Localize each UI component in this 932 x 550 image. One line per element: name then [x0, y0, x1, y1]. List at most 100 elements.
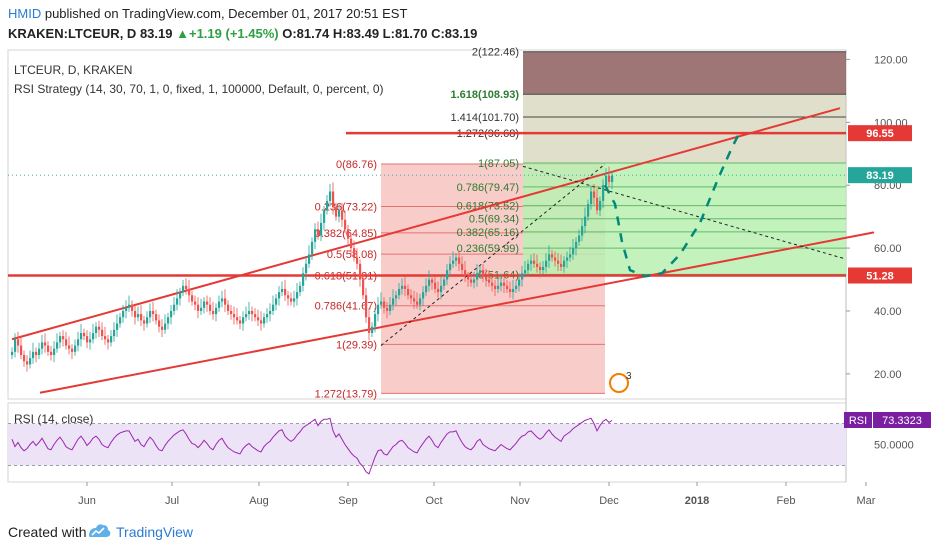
candle-body	[77, 339, 80, 346]
x-tick-label: Jun	[78, 495, 96, 507]
candle-body	[203, 301, 206, 308]
candle-body	[374, 314, 377, 327]
candle-body	[41, 342, 44, 349]
candle-body	[527, 263, 530, 271]
candle-body	[137, 314, 140, 318]
rsi-legend: RSI (14, close)	[14, 412, 93, 426]
candle-body	[128, 304, 131, 308]
channel-lower	[39, 231, 875, 394]
candle-body	[296, 292, 299, 299]
candle-body	[98, 326, 101, 330]
rsi-line	[11, 417, 613, 475]
fib-red-label: 0.382(64.85)	[315, 228, 377, 240]
published-text: published on TradingView.com, December 0…	[44, 6, 408, 21]
x-tick-label: Nov	[510, 495, 530, 507]
candle-body	[545, 260, 548, 267]
last-price: 83.19	[139, 26, 173, 41]
price-chart[interactable]: 0(86.76)0.236(73.22)0.382(64.85)0.5(58.0…	[0, 46, 932, 516]
tradingview-brand[interactable]: TradingView	[116, 524, 194, 540]
candle-body	[521, 273, 524, 280]
candle-body	[20, 345, 23, 355]
candle-body	[224, 298, 227, 305]
candle-body	[68, 345, 71, 349]
candle-body	[143, 320, 146, 324]
rsi-name-tag-bg	[844, 412, 872, 429]
candle-body	[242, 317, 245, 324]
candle-body	[131, 304, 134, 311]
created-with-text: Created with	[8, 524, 87, 540]
fib-green-label: 2(122.46)	[472, 47, 519, 59]
candle-body	[488, 279, 491, 283]
candle-body	[602, 185, 605, 201]
candle-body	[395, 295, 398, 299]
candle-body	[200, 307, 203, 311]
candle-body	[557, 260, 560, 264]
tradingview-logo-icon[interactable]	[86, 522, 112, 545]
candle-body	[503, 282, 506, 286]
candle-body	[530, 260, 533, 264]
candle-body	[158, 320, 161, 327]
candle-body	[422, 292, 425, 299]
candle-body	[497, 285, 500, 289]
candle-body	[119, 317, 122, 324]
candle-body	[125, 307, 128, 311]
event-icon	[609, 373, 629, 393]
candle-body	[74, 345, 77, 352]
x-tick-label: Feb	[777, 495, 796, 507]
candle-body	[59, 336, 62, 343]
candle-body	[71, 348, 74, 352]
y-tick-label: 20.00	[874, 369, 902, 381]
fib-red-label: 1(29.39)	[336, 339, 377, 351]
candle-body	[272, 304, 275, 311]
candle-body	[62, 336, 65, 340]
candle-body	[575, 241, 578, 249]
candle-body	[569, 254, 572, 258]
candle-body	[413, 298, 416, 302]
symbol: KRAKEN:LTCEUR, D	[8, 26, 137, 41]
candle-body	[584, 216, 587, 227]
candle-body	[44, 342, 47, 346]
author-link[interactable]: HMID	[8, 6, 42, 21]
candle-body	[476, 273, 479, 280]
y-tick-label: 40.00	[874, 306, 902, 318]
candle-body	[611, 175, 614, 183]
candle-body	[281, 288, 284, 293]
candle-body	[29, 358, 32, 365]
symbol-line: KRAKEN:LTCEUR, D 83.19 ▲+1.19 (+1.45%) O…	[8, 26, 477, 41]
candle-body	[35, 351, 38, 355]
last-price-tag-bg	[848, 167, 912, 184]
candle-body	[467, 276, 470, 280]
candle-body	[80, 332, 83, 340]
fib-zone-dark	[523, 51, 846, 95]
candle-body	[116, 323, 119, 330]
y-tick-label: 80.00	[874, 180, 902, 192]
candle-body	[122, 310, 125, 318]
candle-body	[170, 310, 173, 318]
candle-body	[290, 298, 293, 302]
x-tick-label: 2018	[685, 495, 709, 507]
ohlc-values: O:81.74 H:83.49 L:81.70 C:83.19	[282, 26, 478, 41]
candle-body	[581, 226, 584, 236]
candle-body	[338, 210, 341, 217]
candle-body	[548, 254, 551, 261]
candle-body	[149, 310, 152, 318]
candle-body	[221, 298, 224, 302]
support-price-tag-bg	[848, 267, 912, 284]
candle-body	[512, 288, 515, 293]
candle-body	[230, 310, 233, 315]
candle-body	[509, 288, 512, 293]
candle-body	[152, 310, 155, 315]
candle-body	[434, 282, 437, 289]
publish-line: HMID published on TradingView.com, Decem…	[8, 6, 407, 21]
fib-green-label: 0.786(79.47)	[457, 182, 519, 194]
candle-body	[506, 285, 509, 289]
candle-body	[344, 219, 347, 230]
candle-body	[275, 298, 278, 305]
candle-body	[299, 285, 302, 293]
candle-body	[185, 285, 188, 289]
fib-red-label: 0(86.76)	[336, 159, 377, 171]
candle-body	[104, 336, 107, 340]
candle-body	[491, 282, 494, 286]
candle-body	[113, 329, 116, 337]
x-tick-label: Dec	[599, 495, 619, 507]
